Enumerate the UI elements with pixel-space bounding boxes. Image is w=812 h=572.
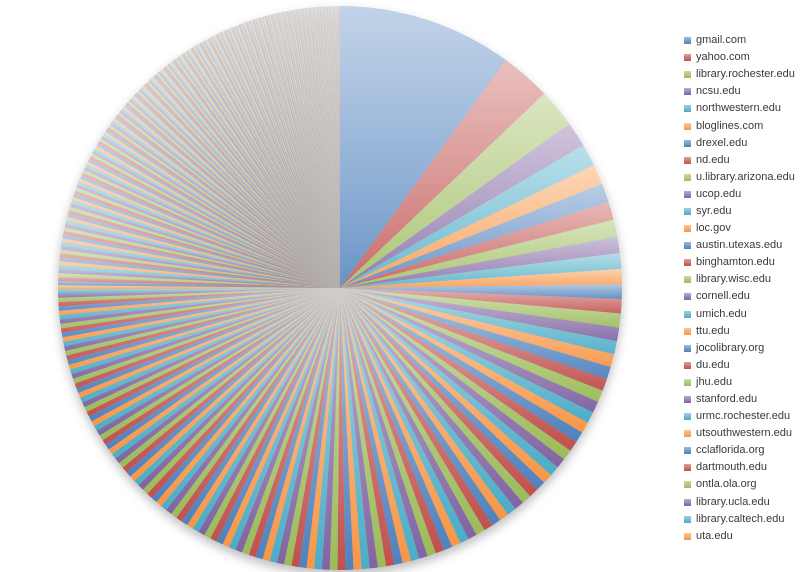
legend-swatch-icon	[684, 242, 691, 250]
legend-swatch-icon	[684, 105, 691, 113]
legend-label: library.ucla.edu	[696, 495, 770, 508]
legend-label: binghamton.edu	[696, 256, 775, 269]
legend-label: bloglines.com	[696, 119, 764, 132]
legend-label: yahoo.com	[696, 51, 750, 64]
legend-swatch-icon	[684, 276, 691, 284]
legend-swatch-icon	[684, 361, 691, 369]
legend-swatch-icon	[684, 532, 691, 540]
legend-label: jhu.edu	[696, 375, 733, 388]
legend-label: loc.gov	[696, 222, 731, 235]
legend-label: du.edu	[696, 358, 730, 371]
legend-swatch-icon	[684, 207, 691, 215]
legend-item: ontla.ola.org	[684, 476, 810, 493]
legend-item: bloglines.com	[684, 117, 810, 134]
legend-item: yahoo.com	[684, 49, 810, 66]
legend-item: utsouthwestern.edu	[684, 425, 810, 442]
legend-item: uta.edu	[684, 528, 810, 545]
legend-item: ncsu.edu	[684, 83, 810, 100]
legend-swatch-icon	[684, 396, 691, 404]
legend-swatch-icon	[684, 413, 691, 421]
legend-item: stanford.edu	[684, 391, 810, 408]
legend-item: library.wisc.edu	[684, 271, 810, 288]
chart-legend: gmail.com yahoo.com library.rochester.edu n…	[684, 32, 810, 545]
legend-label: utsouthwestern.edu	[696, 427, 793, 440]
legend-swatch-icon	[684, 173, 691, 181]
legend-item: u.library.arizona.edu	[684, 169, 810, 186]
legend-item: drexel.edu	[684, 135, 810, 152]
legend-item: syr.edu	[684, 203, 810, 220]
legend-label: syr.edu	[696, 204, 732, 217]
legend-swatch-icon	[684, 71, 691, 79]
legend-item: austin.utexas.edu	[684, 237, 810, 254]
legend-label: cclaflorida.org	[696, 444, 765, 457]
legend-label: jocolibrary.org	[696, 341, 765, 354]
legend-label: urmc.rochester.edu	[696, 410, 791, 423]
legend-item: library.rochester.edu	[684, 66, 810, 83]
legend-item: cclaflorida.org	[684, 442, 810, 459]
legend-swatch-icon	[684, 293, 691, 301]
legend-swatch-icon	[684, 310, 691, 318]
legend-item: northwestern.edu	[684, 100, 810, 117]
legend-label: ucop.edu	[696, 187, 742, 200]
legend-item: ttu.edu	[684, 323, 810, 340]
legend-label: austin.utexas.edu	[696, 239, 783, 252]
legend-swatch-icon	[684, 190, 691, 198]
legend-swatch-icon	[684, 344, 691, 352]
legend-swatch-icon	[684, 430, 691, 438]
legend-label: cornell.edu	[696, 290, 750, 303]
legend-item: library.ucla.edu	[684, 494, 810, 511]
legend-item: gmail.com	[684, 32, 810, 49]
legend-label: u.library.arizona.edu	[696, 170, 795, 183]
legend-item: dartmouth.edu	[684, 459, 810, 476]
legend-swatch-icon	[684, 498, 691, 506]
legend-label: ontla.ola.org	[696, 478, 757, 491]
top-fade-overlay	[57, 5, 623, 571]
legend-swatch-icon	[684, 225, 691, 233]
legend-swatch-icon	[684, 259, 691, 267]
legend-label: gmail.com	[696, 34, 747, 47]
legend-swatch-icon	[684, 54, 691, 62]
legend-swatch-icon	[684, 447, 691, 455]
legend-label: drexel.edu	[696, 136, 748, 149]
legend-item: ucop.edu	[684, 186, 810, 203]
legend-swatch-icon	[684, 464, 691, 472]
legend-swatch-icon	[684, 515, 691, 523]
legend-swatch-icon	[684, 88, 691, 96]
legend-swatch-icon	[684, 37, 691, 45]
legend-label: ttu.edu	[696, 324, 730, 337]
legend-label: dartmouth.edu	[696, 461, 767, 474]
legend-label: umich.edu	[696, 307, 747, 320]
legend-item: nd.edu	[684, 152, 810, 169]
legend-label: library.rochester.edu	[696, 68, 795, 81]
legend-item: binghamton.edu	[684, 254, 810, 271]
legend-item: library.caltech.edu	[684, 511, 810, 528]
legend-item: jocolibrary.org	[684, 340, 810, 357]
legend-swatch-icon	[684, 378, 691, 386]
legend-item: loc.gov	[684, 220, 810, 237]
legend-label: northwestern.edu	[696, 102, 781, 115]
legend-swatch-icon	[684, 156, 691, 164]
legend-item: urmc.rochester.edu	[684, 408, 810, 425]
legend-item: umich.edu	[684, 306, 810, 323]
legend-item: du.edu	[684, 357, 810, 374]
legend-label: nd.edu	[696, 153, 730, 166]
legend-swatch-icon	[684, 139, 691, 147]
legend-label: library.caltech.edu	[696, 512, 785, 525]
legend-item: cornell.edu	[684, 288, 810, 305]
legend-swatch-icon	[684, 327, 691, 335]
legend-swatch-icon	[684, 122, 691, 130]
legend-label: uta.edu	[696, 529, 733, 542]
legend-label: library.wisc.edu	[696, 273, 771, 286]
legend-item: jhu.edu	[684, 374, 810, 391]
legend-swatch-icon	[684, 481, 691, 489]
legend-label: stanford.edu	[696, 393, 758, 406]
legend-label: ncsu.edu	[696, 85, 741, 98]
